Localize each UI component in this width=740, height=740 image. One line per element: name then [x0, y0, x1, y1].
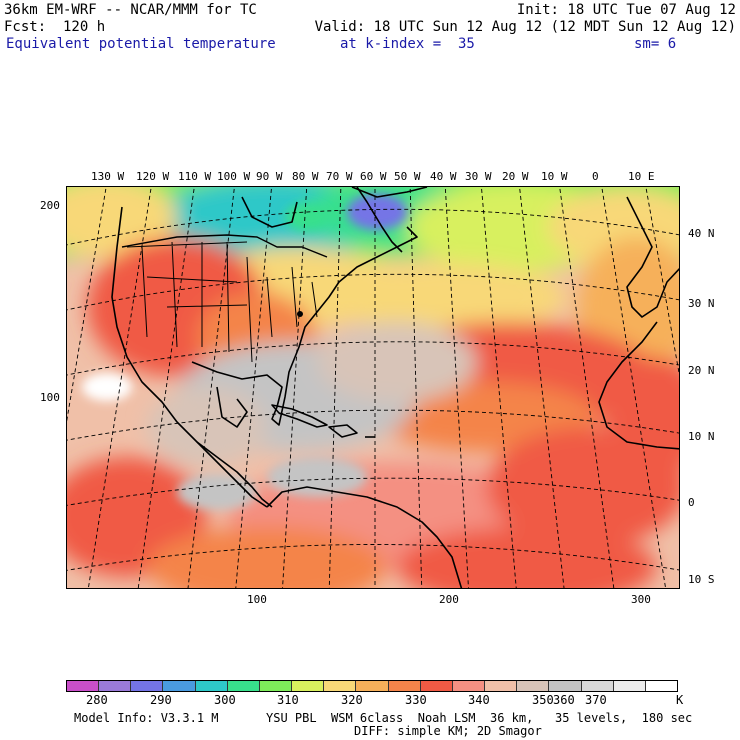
colorbar-segment — [67, 681, 100, 691]
lon-label: 10 W — [541, 170, 568, 183]
grid-x-label: 200 — [439, 593, 459, 606]
colorbar-segment — [195, 681, 228, 691]
colorbar-segment — [356, 681, 389, 691]
colorbar-segment — [613, 681, 646, 691]
lat-label: 30 N — [688, 297, 715, 310]
lon-label: 70 W — [326, 170, 353, 183]
lat-label: 10 N — [688, 430, 715, 443]
colorbar-segment — [227, 681, 260, 691]
forecast-hour: Fcst: 120 h — [4, 19, 106, 35]
colorbar — [66, 680, 678, 692]
colorbar-segment — [485, 681, 518, 691]
colorbar-label: 360 — [553, 693, 575, 707]
lon-label: 100 W — [217, 170, 251, 183]
lon-label: 60 W — [360, 170, 387, 183]
colorbar-segment — [420, 681, 453, 691]
lon-label: 20 W — [502, 170, 529, 183]
colorbar-label: 300 — [214, 693, 236, 707]
lat-label: 20 N — [688, 364, 715, 377]
colorbar-label: 330 — [405, 693, 427, 707]
colorbar-label: 290 — [150, 693, 172, 707]
lon-label: 0 — [592, 170, 599, 183]
map-panel — [66, 186, 680, 589]
colorbar-segment — [517, 681, 550, 691]
lon-label: 80 W — [292, 170, 319, 183]
coastlines — [111, 187, 679, 588]
lon-label: 120 W — [136, 170, 170, 183]
lon-label: 40 W — [430, 170, 457, 183]
colorbar-segment — [388, 681, 421, 691]
lon-label: 10 E — [628, 170, 655, 183]
grid-x-label: 100 — [247, 593, 267, 606]
lat-label: 0 — [688, 496, 695, 509]
colorbar-label: 320 — [341, 693, 363, 707]
lon-label: 90 W — [256, 170, 283, 183]
colorbar-unit: K — [676, 693, 684, 707]
colorbar-segment — [645, 681, 677, 691]
lon-label: 110 W — [178, 170, 212, 183]
physics-info: YSU PBL WSM 6class Noah LSM 36 km, 35 le… — [266, 711, 693, 725]
colorbar-label: 350 — [532, 693, 554, 707]
colorbar-segment — [581, 681, 614, 691]
smoothing-label: sm= 6 — [634, 36, 677, 52]
lon-label: 30 W — [465, 170, 492, 183]
colorbar-label: 370 — [585, 693, 607, 707]
lat-label: 10 S — [688, 573, 715, 586]
colorbar-segment — [99, 681, 132, 691]
colorbar-segment — [292, 681, 325, 691]
colorbar-segment — [259, 681, 293, 691]
lon-label: 50 W — [394, 170, 421, 183]
marker-icon — [297, 311, 303, 317]
field-name: Equivalent potential temperature — [6, 36, 276, 52]
colorbar-segment — [452, 681, 486, 691]
diffusion-info: DIFF: simple KM; 2D Smagor — [354, 724, 542, 738]
grid-y-label: 200 — [40, 199, 60, 212]
graticule — [67, 187, 679, 588]
valid-time: Valid: 18 UTC Sun 12 Aug 12 (12 MDT Sun … — [314, 19, 736, 35]
colorbar-label: 280 — [86, 693, 108, 707]
model-info: Model Info: V3.3.1 M — [74, 711, 219, 725]
colorbar-segment — [163, 681, 196, 691]
theta-e-field — [67, 187, 679, 588]
grid-y-label: 100 — [40, 391, 60, 404]
lon-label: 130 W — [91, 170, 125, 183]
lat-label: 40 N — [688, 227, 715, 240]
colorbar-label: 340 — [468, 693, 490, 707]
init-time: Init: 18 UTC Tue 07 Aug 12 — [516, 2, 736, 18]
colorbar-label: 310 — [277, 693, 299, 707]
colorbar-segment — [131, 681, 164, 691]
colorbar-segment — [549, 681, 582, 691]
level-label: at k-index = 35 — [340, 36, 475, 52]
model-title: 36km EM-WRF -- NCAR/MMM for TC — [4, 2, 257, 18]
colorbar-segment — [324, 681, 357, 691]
grid-x-label: 300 — [631, 593, 651, 606]
